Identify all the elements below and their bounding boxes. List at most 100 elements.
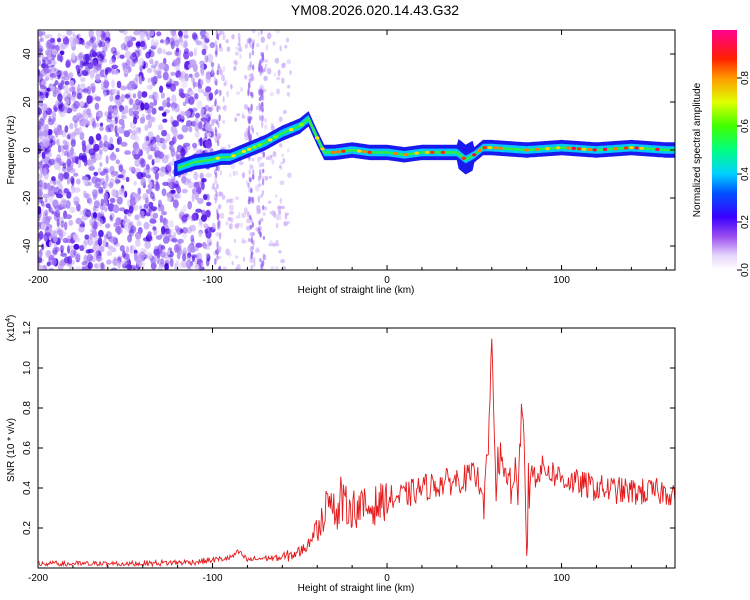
spectrogram-noise-blob: [203, 223, 209, 229]
spectrogram-noise-blob: [116, 196, 123, 205]
spectrogram-noise-blob: [52, 157, 56, 167]
spectrogram-noise-blob: [76, 178, 81, 185]
spectrogram-noise-blob: [264, 175, 269, 181]
spectrogram-noise-blob: [143, 102, 150, 111]
colorbar-tick-label: 0.2: [740, 215, 750, 229]
spectrogram-noise-blob: [255, 43, 260, 48]
spectrogram-noise-blob: [62, 172, 69, 180]
spectrogram-noise-blob: [109, 94, 114, 102]
spectrogram-noise-blob: [225, 39, 229, 44]
spectrogram-noise-blob: [109, 109, 114, 114]
spectrogram-noise-blob: [173, 59, 181, 67]
spectrogram-noise-blob: [38, 137, 46, 143]
spectrogram-noise-blob: [235, 196, 239, 200]
spectrogram-noise-blob: [132, 266, 136, 270]
spectrogram-noise-blob: [182, 253, 187, 261]
spectrogram-noise-blob: [151, 64, 157, 69]
spectrogram-noise-blob: [145, 30, 149, 37]
spectrogram-noise-blob: [38, 30, 43, 37]
spectrogram-noise-blob: [92, 42, 97, 51]
spectrogram-noise-blob: [251, 127, 255, 134]
spectrogram-noise-blob: [181, 175, 187, 184]
spectrogram-noise-blob: [134, 134, 140, 143]
spectrogram-noise-blob: [38, 90, 41, 99]
spectrogram-noise-blob: [194, 131, 200, 138]
spectrogram-noise-blob: [99, 41, 106, 47]
spectrogram-noise-blob: [130, 225, 137, 234]
spectrogram-noise-blob: [163, 252, 169, 259]
spectrogram-hotspot: [336, 150, 341, 154]
spectrogram-noise-blob: [247, 64, 252, 71]
spectrogram-noise-blob: [38, 99, 43, 107]
spectrogram-noise-blob: [281, 77, 285, 84]
spectrogram-noise-blob: [68, 219, 74, 226]
spectrogram-noise-blob: [259, 106, 262, 112]
snr-y-label: SNR (10 * v/v): [6, 418, 17, 482]
spectrogram-noise-blob: [262, 205, 265, 211]
spectrogram-noise-blob: [235, 46, 239, 51]
spectrogram-noise-blob: [129, 167, 136, 172]
snr-x-axis: -200 -100 0 100: [28, 328, 667, 584]
colorbar-tick-label: 0.8: [740, 71, 750, 85]
spectrogram-noise-blob: [85, 193, 91, 201]
spectrogram-noise-blob: [116, 50, 121, 60]
spectrogram-noise-blob: [218, 233, 222, 240]
spectrogram-noise-blob: [199, 172, 204, 180]
spectrogram-noise-blob: [218, 266, 221, 270]
spectrogram-noise-blob: [162, 71, 169, 81]
spectrogram-noise-blob: [260, 30, 263, 35]
spectrogram-noise-blob: [107, 203, 115, 212]
spectrogram-noise-blob: [55, 210, 61, 218]
spectrogram-noise-blob: [40, 85, 47, 90]
spectrogram-noise-blob: [197, 197, 204, 205]
spectrogram-noise-blob: [147, 231, 152, 237]
spectrogram-noise-blob: [279, 197, 282, 204]
spectrogram-noise-blob: [41, 129, 49, 137]
spectrogram-noise-blob: [161, 188, 167, 197]
spectrogram-hotspot: [603, 147, 608, 151]
spectrogram-noise-blob: [251, 158, 255, 162]
spectrogram-noise-blob: [116, 80, 122, 89]
spectrogram-noise-blob: [108, 111, 112, 116]
spectrogram-noise-blob: [52, 235, 58, 243]
spectrogram-noise-blob: [179, 248, 183, 255]
spectrogram-noise-blob: [117, 226, 121, 236]
spectrogram-noise-blob: [75, 64, 80, 73]
spectrogram-noise-blob: [182, 233, 188, 239]
spectrogram-noise-blob: [121, 110, 126, 115]
spectrogram-noise-blob: [148, 30, 155, 37]
spectrogram-noise-blob: [38, 73, 43, 83]
spectrogram-noise-blob: [229, 172, 232, 178]
spectrogram-noise-blob: [38, 107, 42, 116]
spectrogram-noise-blob: [132, 126, 139, 135]
spectrogram-noise-blob: [259, 217, 264, 222]
spectrogram-noise-blob: [72, 85, 78, 91]
spectrogram-noise-blob: [145, 196, 149, 204]
spectrogram-noise-blob: [145, 200, 149, 207]
spectrogram-noise-blob: [59, 260, 66, 267]
spectrogram-noise-blob: [205, 74, 212, 84]
spectrogram-noise-blob: [191, 213, 197, 222]
spectrogram-noise-blob: [94, 183, 101, 189]
spectrogram-noise-blob: [235, 215, 241, 219]
spectrogram-noise-blob: [55, 157, 62, 163]
spectrogram-noise-blob: [77, 83, 81, 93]
spectrogram-noise-blob: [87, 112, 93, 118]
spectrogram-noise-blob: [273, 211, 276, 218]
spectrogram-noise-blob: [45, 203, 51, 209]
spectrogram-noise-blob: [42, 193, 50, 199]
spectrogram-noise-blob: [285, 37, 290, 43]
spectrogram-noise-blob: [210, 118, 216, 126]
spectrogram-noise-blob: [141, 76, 145, 82]
spectrogram-noise-blob: [254, 185, 260, 192]
spectrogram-noise-blob: [228, 223, 233, 230]
spectrogram-noise-blob: [82, 240, 87, 249]
spectrogram-noise-blob: [57, 163, 61, 172]
colorbar: 0.0 0.2 0.4 0.6 0.8 Normalized spectral ampl…: [692, 30, 750, 277]
spectrogram-noise-blob: [79, 126, 82, 134]
spectrogram-noise-blob: [181, 227, 188, 234]
spectrogram-noise-blob: [169, 219, 174, 228]
spectrogram-noise-blob: [141, 142, 149, 151]
spectrogram-noise-blob: [181, 188, 188, 194]
spectrogram-noise-blob: [234, 255, 239, 259]
